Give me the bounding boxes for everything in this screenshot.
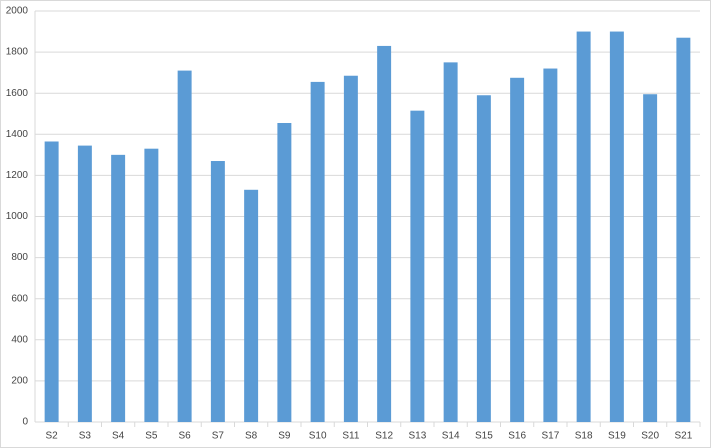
- bar: [443, 62, 458, 422]
- y-tick-label: 600: [11, 293, 28, 304]
- x-tick-label: S19: [608, 431, 626, 442]
- y-tick-label: 800: [11, 252, 28, 263]
- bar: [277, 122, 292, 422]
- bar: [476, 95, 491, 422]
- x-tick-label: S20: [641, 431, 659, 442]
- y-tick-label: 400: [11, 334, 28, 345]
- bar: [543, 68, 558, 422]
- x-tick-label: S4: [112, 431, 125, 442]
- bar: [643, 94, 658, 422]
- bar: [609, 31, 624, 423]
- y-tick-label: 2000: [6, 6, 29, 17]
- bar: [144, 148, 159, 422]
- x-tick-label: S11: [342, 431, 359, 442]
- x-tick-label: S18: [575, 431, 593, 442]
- bar: [210, 161, 225, 422]
- y-tick-label: 1000: [6, 211, 29, 222]
- bar: [244, 189, 259, 422]
- x-tick-label: S14: [442, 431, 460, 442]
- x-tick-label: S21: [674, 431, 692, 442]
- x-tick-label: S9: [278, 431, 291, 442]
- bar: [377, 45, 392, 423]
- y-tick-label: 0: [22, 417, 28, 428]
- y-tick-label: 200: [11, 376, 28, 387]
- bar: [410, 110, 425, 422]
- bar: [510, 77, 525, 422]
- x-tick-label: S12: [375, 431, 393, 442]
- x-tick-label: S16: [508, 431, 526, 442]
- x-tick-label: S13: [408, 431, 426, 442]
- y-tick-label: 1800: [6, 47, 29, 58]
- bar: [310, 81, 325, 423]
- bar: [177, 70, 192, 422]
- bar: [77, 145, 92, 423]
- y-tick-label: 1600: [6, 88, 29, 99]
- x-tick-label: S8: [245, 431, 258, 442]
- y-tick-label: 1400: [6, 129, 29, 140]
- y-tick-label: 1200: [6, 170, 29, 181]
- x-tick-label: S6: [179, 431, 192, 442]
- bar: [343, 75, 358, 423]
- bar: [44, 141, 59, 422]
- x-tick-label: S10: [309, 431, 327, 442]
- x-tick-label: S5: [145, 431, 158, 442]
- x-tick-label: S3: [79, 431, 92, 442]
- bar: [111, 154, 126, 422]
- bar: [576, 31, 591, 423]
- x-tick-label: S17: [541, 431, 559, 442]
- x-tick-label: S15: [475, 431, 493, 442]
- x-tick-label: S7: [212, 431, 225, 442]
- bar: [676, 37, 691, 423]
- x-tick-label: S2: [46, 431, 59, 442]
